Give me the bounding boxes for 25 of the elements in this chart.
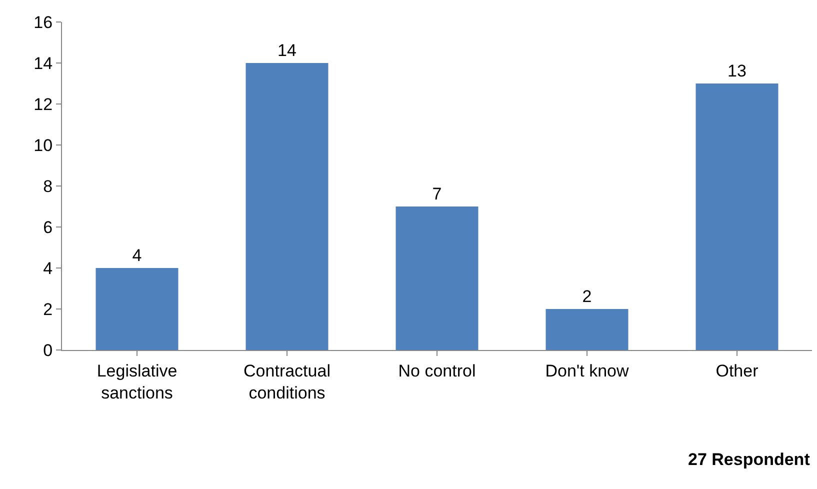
y-tick-label: 4 bbox=[43, 258, 53, 278]
bar bbox=[396, 206, 478, 350]
y-tick-label: 6 bbox=[43, 218, 53, 237]
data-label: 2 bbox=[582, 287, 592, 306]
bar bbox=[696, 84, 778, 350]
y-tick-label: 8 bbox=[43, 176, 53, 196]
data-label: 4 bbox=[132, 246, 142, 265]
x-tick-label: Don't know bbox=[545, 361, 630, 380]
data-label: 13 bbox=[728, 62, 746, 80]
y-tick-label: 10 bbox=[34, 136, 53, 155]
x-tick-label: Other bbox=[716, 361, 759, 380]
text: 27 Respondent bbox=[688, 450, 810, 469]
y-tick-label: 16 bbox=[34, 12, 53, 32]
y-tick-label: 14 bbox=[34, 54, 53, 73]
bar bbox=[96, 268, 178, 350]
x-tick-label: Legislative sanctions bbox=[96, 361, 178, 402]
data-label: 7 bbox=[432, 184, 442, 204]
bar bbox=[246, 63, 328, 350]
y-tick-label: 0 bbox=[43, 340, 53, 360]
x-tick-label: No control bbox=[398, 361, 476, 380]
y-tick-label: 2 bbox=[43, 300, 53, 319]
data-label: 14 bbox=[278, 41, 296, 60]
bar bbox=[546, 309, 628, 350]
x-tick-label: Contractual conditions bbox=[244, 361, 330, 402]
y-tick-label: 12 bbox=[34, 94, 53, 114]
